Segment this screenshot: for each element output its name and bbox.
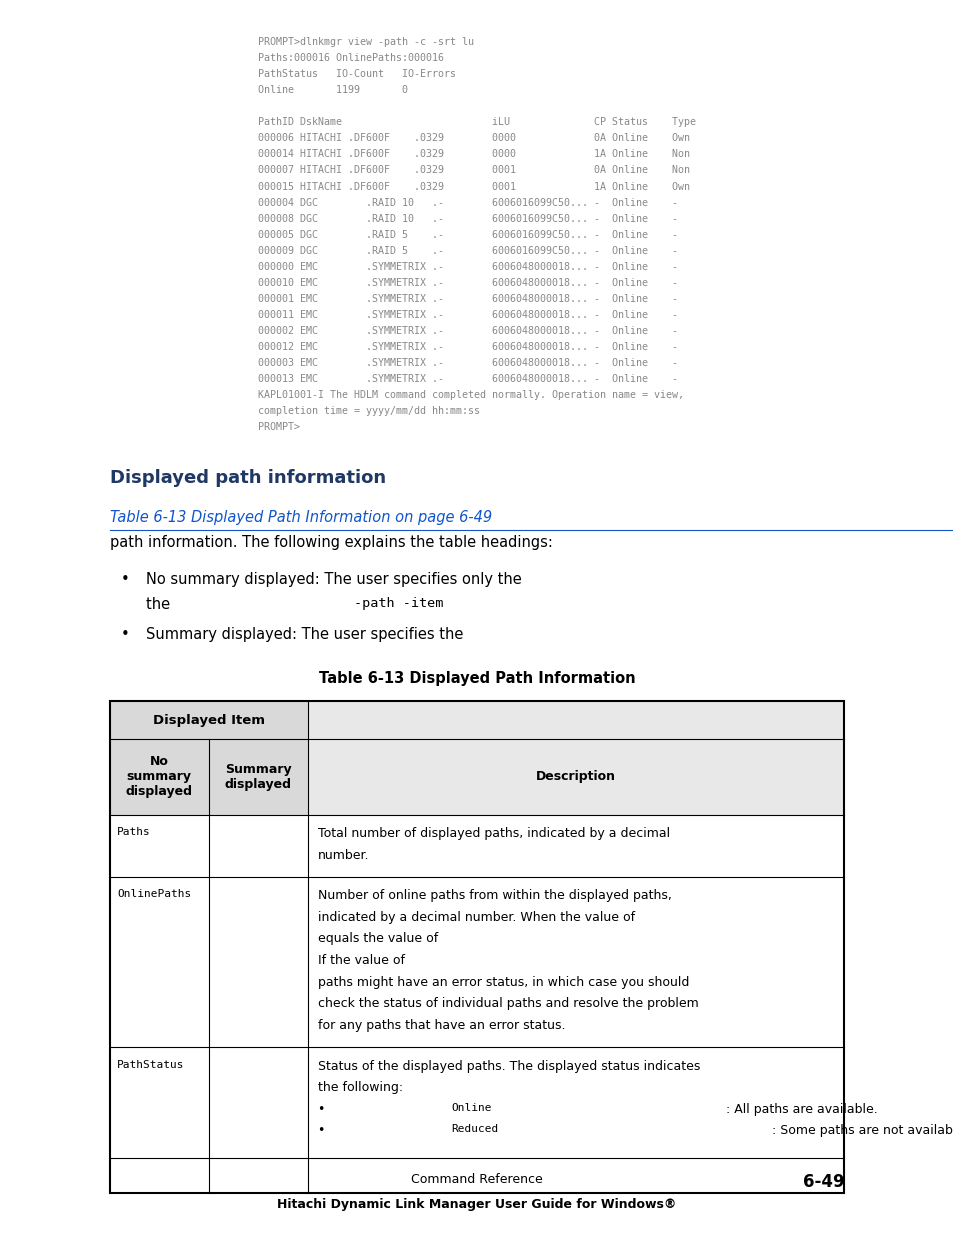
Text: completion time = yyyy/mm/dd hh:mm:ss: completion time = yyyy/mm/dd hh:mm:ss (257, 406, 479, 416)
Text: Displayed path information: Displayed path information (110, 469, 385, 488)
Text: Hitachi Dynamic Link Manager User Guide for Windows®: Hitachi Dynamic Link Manager User Guide … (277, 1198, 676, 1212)
Text: 000006 HITACHI .DF600F    .0329        0000             0A Online    Own: 000006 HITACHI .DF600F .0329 0000 0A Onl… (257, 133, 689, 143)
Text: the: the (146, 597, 174, 611)
Text: •: • (121, 572, 130, 587)
Text: path information. The following explains the table headings:: path information. The following explains… (110, 535, 552, 550)
Text: No summary displayed: The user specifies only the: No summary displayed: The user specifies… (146, 572, 526, 587)
Text: check the status of individual paths and resolve the problem: check the status of individual paths and… (317, 998, 698, 1010)
Bar (308, 1047, 843, 1193)
Text: 000013 EMC        .SYMMETRIX .-        6006048000018... -  Online    -: 000013 EMC .SYMMETRIX .- 6006048000018..… (257, 374, 677, 384)
Text: •: • (317, 1125, 333, 1137)
Bar (110, 701, 308, 739)
Text: No
summary
displayed: No summary displayed (126, 756, 193, 798)
Text: 000007 HITACHI .DF600F    .0329        0001             0A Online    Non: 000007 HITACHI .DF600F .0329 0001 0A Onl… (257, 165, 689, 175)
Text: Summary
displayed: Summary displayed (225, 763, 292, 790)
Bar (308, 877, 843, 1047)
Text: 000003 EMC        .SYMMETRIX .-        6006048000018... -  Online    -: 000003 EMC .SYMMETRIX .- 6006048000018..… (257, 358, 677, 368)
Text: 000012 EMC        .SYMMETRIX .-        6006048000018... -  Online    -: 000012 EMC .SYMMETRIX .- 6006048000018..… (257, 342, 677, 352)
Text: Online: Online (451, 1103, 492, 1113)
Text: 000005 DGC        .RAID 5    .-        6006016099C50... -  Online    -: 000005 DGC .RAID 5 .- 6006016099C50... -… (257, 230, 677, 240)
Text: If the value of: If the value of (317, 955, 408, 967)
Text: 000002 EMC        .SYMMETRIX .-        6006048000018... -  Online    -: 000002 EMC .SYMMETRIX .- 6006048000018..… (257, 326, 677, 336)
Text: number.: number. (317, 850, 369, 862)
Text: equals the value of: equals the value of (317, 932, 441, 946)
Text: Status of the displayed paths. The displayed status indicates: Status of the displayed paths. The displ… (317, 1060, 700, 1073)
Text: Total number of displayed paths, indicated by a decimal: Total number of displayed paths, indicat… (317, 827, 669, 841)
Bar (308, 701, 843, 739)
Text: indicated by a decimal number. When the value of: indicated by a decimal number. When the … (317, 911, 639, 924)
Text: Online       1199       0: Online 1199 0 (257, 85, 407, 95)
Text: -path -item: -path -item (354, 597, 443, 610)
Text: PathStatus: PathStatus (117, 1060, 185, 1070)
Text: OnlinePaths: OnlinePaths (117, 889, 192, 899)
Text: Number of online paths from within the displayed paths,: Number of online paths from within the d… (317, 889, 671, 903)
Bar (308, 815, 843, 877)
Text: KAPL01001-I The HDLM command completed normally. Operation name = view,: KAPL01001-I The HDLM command completed n… (257, 390, 683, 400)
Text: 000015 HITACHI .DF600F    .0329        0001             1A Online    Own: 000015 HITACHI .DF600F .0329 0001 1A Onl… (257, 182, 689, 191)
Text: Table 6-13 Displayed Path Information on page 6-49: Table 6-13 Displayed Path Information on… (110, 510, 492, 525)
Text: •: • (121, 627, 130, 642)
Text: 000014 HITACHI .DF600F    .0329        0000             1A Online    Non: 000014 HITACHI .DF600F .0329 0000 1A Onl… (257, 149, 689, 159)
Bar (110, 701, 843, 1193)
Text: PROMPT>: PROMPT> (257, 422, 299, 432)
Text: 000008 DGC        .RAID 10   .-        6006016099C50... -  Online    -: 000008 DGC .RAID 10 .- 6006016099C50... … (257, 214, 677, 224)
Text: Reduced: Reduced (451, 1125, 498, 1135)
Text: PathStatus   IO-Count   IO-Errors: PathStatus IO-Count IO-Errors (257, 69, 456, 79)
Bar (110, 1047, 308, 1193)
Text: Command Reference: Command Reference (411, 1173, 542, 1187)
Text: 000010 EMC        .SYMMETRIX .-        6006048000018... -  Online    -: 000010 EMC .SYMMETRIX .- 6006048000018..… (257, 278, 677, 288)
Text: the following:: the following: (317, 1082, 402, 1094)
Text: Table 6-13 Displayed Path Information: Table 6-13 Displayed Path Information (318, 671, 635, 685)
Text: 000001 EMC        .SYMMETRIX .-        6006048000018... -  Online    -: 000001 EMC .SYMMETRIX .- 6006048000018..… (257, 294, 677, 304)
Text: 000000 EMC        .SYMMETRIX .-        6006048000018... -  Online    -: 000000 EMC .SYMMETRIX .- 6006048000018..… (257, 262, 677, 272)
Text: for any paths that have an error status.: for any paths that have an error status. (317, 1019, 564, 1032)
Text: 6-49: 6-49 (801, 1173, 843, 1192)
Bar (209, 739, 308, 815)
Text: Paths:000016 OnlinePaths:000016: Paths:000016 OnlinePaths:000016 (257, 53, 443, 63)
Text: PROMPT>dlnkmgr view -path -c -srt lu: PROMPT>dlnkmgr view -path -c -srt lu (257, 37, 473, 47)
Text: Displayed Item: Displayed Item (152, 714, 265, 726)
Text: •: • (317, 1103, 333, 1116)
Bar (110, 877, 308, 1047)
Text: : All paths are available.: : All paths are available. (725, 1103, 877, 1116)
Text: Description: Description (536, 771, 616, 783)
Text: Summary displayed: The user specifies the: Summary displayed: The user specifies th… (146, 627, 468, 642)
Text: 000009 DGC        .RAID 5    .-        6006016099C50... -  Online    -: 000009 DGC .RAID 5 .- 6006016099C50... -… (257, 246, 677, 256)
Text: PathID DskName                         iLU              CP Status    Type: PathID DskName iLU CP Status Type (257, 117, 695, 127)
Text: Paths: Paths (117, 827, 151, 837)
Text: 000004 DGC        .RAID 10   .-        6006016099C50... -  Online    -: 000004 DGC .RAID 10 .- 6006016099C50... … (257, 198, 677, 207)
Text: : Some paths are not available.: : Some paths are not available. (771, 1125, 953, 1137)
Text: paths might have an error status, in which case you should: paths might have an error status, in whi… (317, 976, 688, 989)
Bar (110, 739, 209, 815)
Text: 000011 EMC        .SYMMETRIX .-        6006048000018... -  Online    -: 000011 EMC .SYMMETRIX .- 6006048000018..… (257, 310, 677, 320)
Bar (110, 815, 308, 877)
Bar (308, 739, 843, 815)
